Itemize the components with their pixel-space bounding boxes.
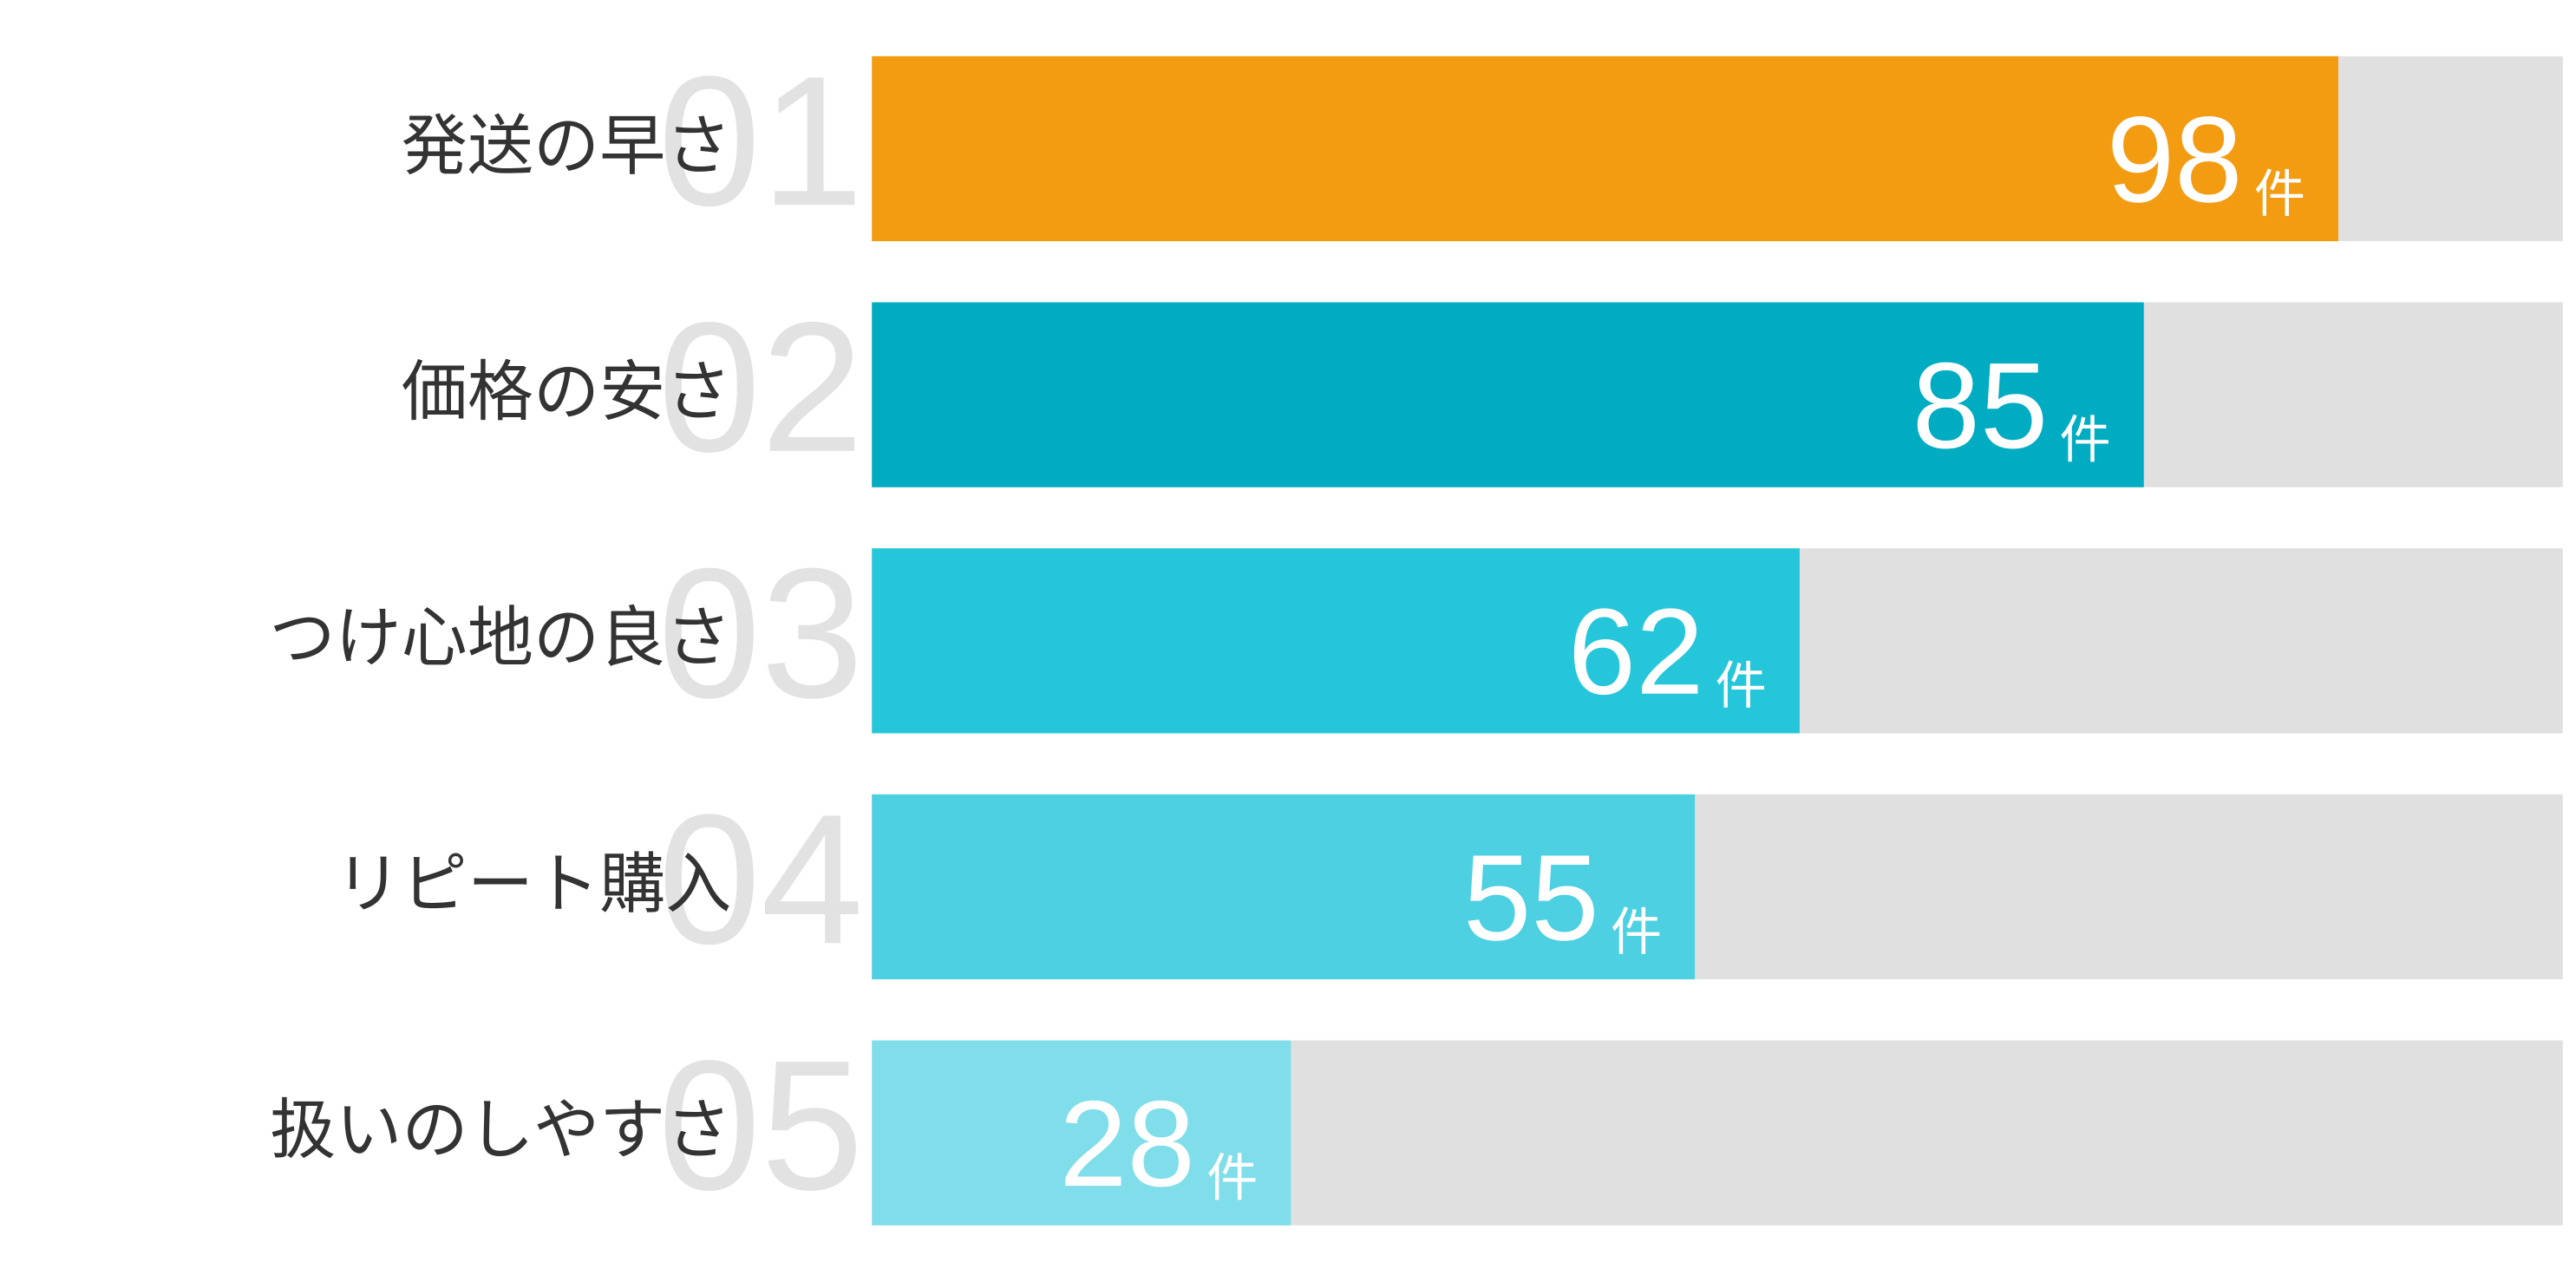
value-label: 62 — [1568, 583, 1704, 720]
rank-number: 04 — [658, 776, 864, 983]
bar — [872, 548, 1800, 734]
bar — [872, 1040, 1291, 1226]
category-label: 扱いのしやすさ — [270, 1091, 731, 1168]
unit-label: 件 — [2254, 164, 2305, 224]
rank-number: 05 — [658, 1023, 864, 1229]
bar — [872, 56, 2338, 242]
unit-label: 件 — [2060, 409, 2111, 469]
value-label: 28 — [1059, 1075, 1195, 1212]
rank-number: 02 — [658, 284, 864, 491]
value-label: 55 — [1463, 828, 1599, 965]
unit-label: 件 — [1716, 656, 1767, 716]
category-label: 発送の早さ — [402, 107, 732, 184]
category-label: リピート購入 — [336, 845, 732, 922]
unit-label: 件 — [1611, 902, 1662, 962]
bar — [872, 302, 2144, 487]
category-label: 価格の安さ — [402, 353, 732, 430]
value-label: 98 — [2107, 90, 2243, 227]
unit-label: 件 — [1206, 1148, 1258, 1208]
rank-number: 01 — [658, 38, 864, 245]
bar — [872, 794, 1696, 980]
value-label: 85 — [1912, 337, 2049, 474]
rank-number: 03 — [658, 531, 864, 737]
category-label: つけ心地の良さ — [269, 599, 731, 677]
